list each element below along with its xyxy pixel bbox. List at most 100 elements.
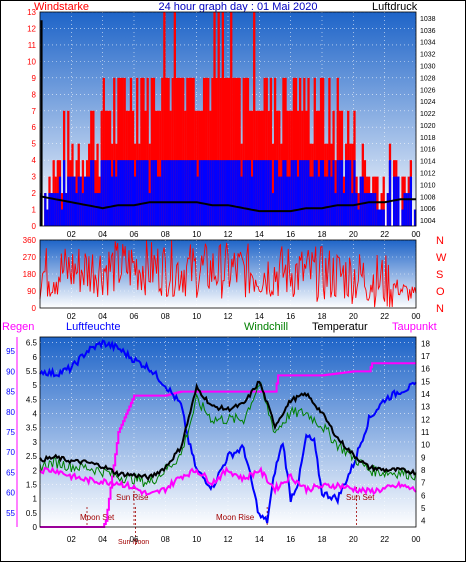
wind-average-bar [106, 160, 110, 226]
y-tick-label: 60 [6, 489, 15, 498]
wind-gust-bar [159, 110, 162, 226]
wind-average-bar [205, 160, 208, 226]
wind-gust-bar [250, 110, 254, 226]
wind-average-bar [111, 176, 114, 226]
wind-gust-bar [351, 143, 354, 226]
wind-average-bar [355, 193, 358, 226]
wind-average-bar [340, 160, 344, 226]
compass-label: O [436, 286, 445, 298]
annotation-sun-noon: Sun Noon [118, 539, 149, 546]
x-tick-label: 10 [192, 535, 201, 544]
y-tick-label: 12 [27, 24, 36, 33]
wind-average-bar [213, 160, 216, 226]
wind-average-bar [46, 209, 49, 226]
wind-gust-bar [161, 77, 164, 226]
wind-average-bar [357, 209, 360, 226]
wind-average-bar [257, 160, 260, 226]
x-tick-label: 12 [224, 312, 233, 321]
y-tick-label: 6 [33, 353, 38, 362]
y-tick-label: 1038 [420, 16, 436, 23]
wind-average-bar [267, 160, 270, 226]
wind-average-bar [188, 160, 191, 226]
wind-average-bar [311, 176, 314, 226]
wind-average-bar [386, 193, 390, 226]
wind-average-bar [88, 176, 91, 226]
y-tick-label: 14 [421, 390, 430, 399]
wind-average-bar [144, 160, 147, 226]
y-tick-label: 5 [32, 140, 37, 149]
wind-gust-bar [286, 110, 289, 226]
wind-average-bar [263, 160, 266, 226]
x-tick-label: 08 [161, 230, 170, 239]
wind-average-bar [200, 160, 204, 226]
wind-average-bar [271, 193, 275, 226]
x-tick-label: 16 [286, 312, 295, 321]
y-tick-label: 1034 [420, 40, 436, 47]
wind-average-bar [190, 160, 193, 226]
wind-gust-bar [156, 110, 160, 226]
wind-average-bar [253, 160, 256, 226]
y-tick-label: 1030 [420, 64, 436, 71]
temperature-line [39, 380, 417, 482]
x-tick-label: 18 [318, 535, 327, 544]
wind-average-bar [175, 160, 179, 226]
wind-average-bar [75, 193, 78, 226]
x-tick-label: 04 [98, 535, 107, 544]
compass-label: W [436, 252, 447, 264]
y-tick-label: 0.5 [26, 509, 38, 518]
compass-label: N [436, 303, 444, 315]
wind-gust-bar [219, 77, 222, 226]
wind-average-bar [148, 193, 151, 226]
y-tick-label: 1018 [420, 135, 436, 142]
x-tick-label: 06 [130, 230, 139, 239]
wind-gust-bar [129, 77, 133, 226]
annotation-sun-rise: Sun Rise [116, 493, 149, 502]
y-tick-label: 1004 [420, 218, 436, 225]
y-tick-label: 6.5 [26, 339, 38, 348]
wind-average-bar [382, 209, 385, 226]
wind-average-bar [169, 160, 172, 226]
y-tick-label: 1008 [420, 194, 436, 201]
wind-gust-bar [263, 77, 266, 226]
y-tick-label: 7 [32, 107, 37, 116]
wind-gust-bar [182, 77, 185, 226]
wind-average-bar [58, 176, 62, 226]
x-tick-label: 16 [286, 535, 295, 544]
wind-gust-bar [113, 77, 116, 226]
y-tick-label: 8 [421, 466, 426, 475]
wind-gust-bar [242, 77, 245, 226]
wind-average-bar [198, 160, 202, 226]
wind-average-bar [136, 160, 139, 226]
wind-average-bar [50, 193, 53, 226]
x-tick-label: 02 [67, 312, 76, 321]
wind-gust-bar [173, 12, 176, 226]
y-tick-label: 1012 [420, 171, 436, 178]
wind-gust-bar [225, 77, 229, 226]
x-tick-label: 12 [224, 535, 233, 544]
wind-average-bar [142, 160, 145, 226]
wind-average-bar [303, 160, 306, 226]
wind-average-bar [102, 160, 105, 226]
wind-average-bar [413, 209, 417, 226]
y-tick-label: 80 [6, 408, 15, 417]
wind-gust-bar [165, 77, 168, 226]
wind-average-bar [305, 160, 308, 226]
wind-average-bar [182, 160, 185, 226]
wind-gust-bar [223, 77, 227, 226]
wind-gust-bar [236, 77, 239, 226]
y-tick-label: 1.5 [26, 480, 38, 489]
y-tick-label: 180 [23, 270, 37, 279]
y-tick-label: 11 [421, 428, 430, 437]
wind-gust-bar [207, 77, 210, 226]
annotation-sun-set: Sun Set [346, 493, 375, 502]
y-tick-label: 1010 [420, 182, 436, 189]
wind-average-bar [317, 176, 321, 226]
y-tick-label: 16 [421, 365, 430, 374]
wind-gust-bar [163, 12, 166, 226]
wind-gust-bar [136, 77, 139, 226]
wind-average-bar [79, 176, 82, 226]
y-tick-label: 4 [32, 156, 37, 165]
wind-average-bar [234, 160, 237, 226]
x-tick-label: 02 [67, 230, 76, 239]
humidity-line [39, 339, 417, 524]
